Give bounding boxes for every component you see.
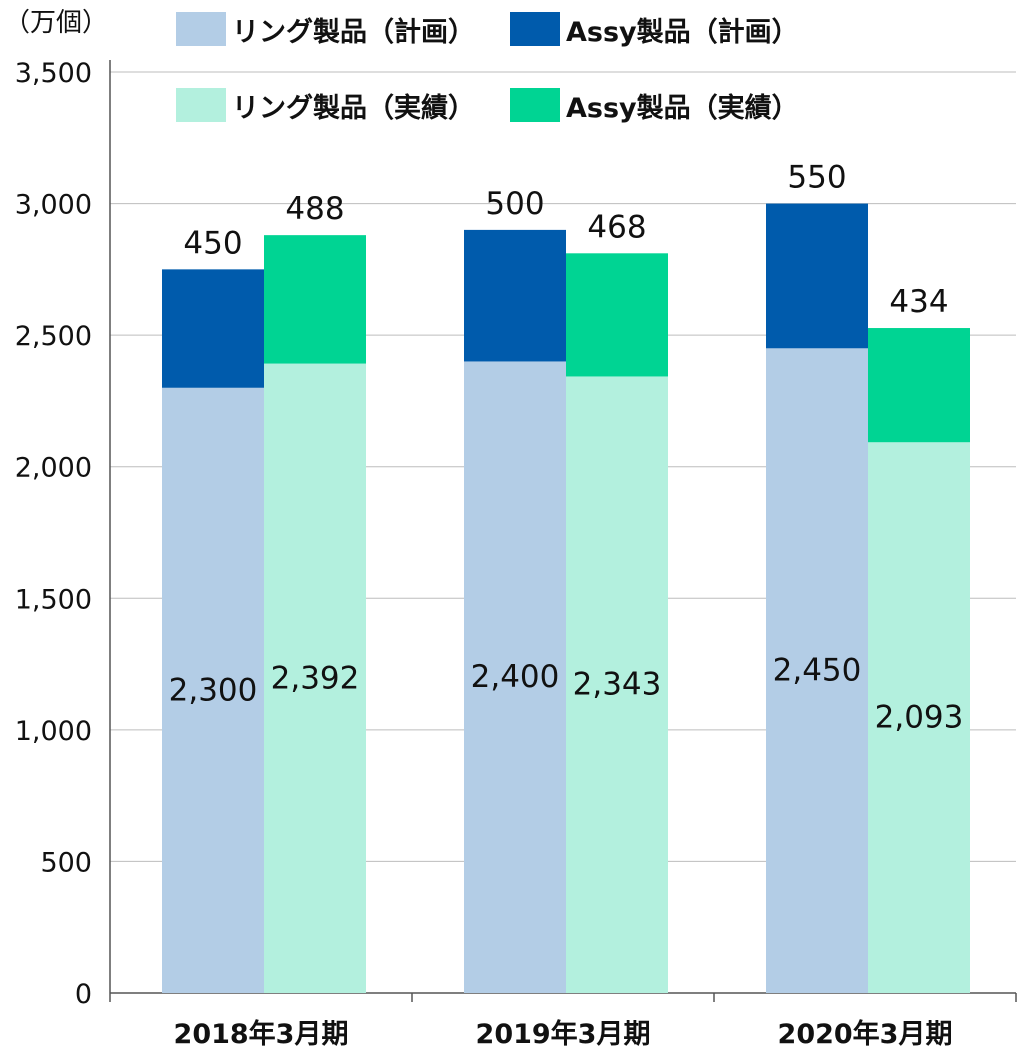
bar-segment-actual-assy: [566, 253, 668, 377]
legend-label-ring-actual: リング製品（実績）: [232, 92, 475, 124]
data-label: 2,450: [773, 653, 862, 689]
y-tick-label: 2,500: [15, 321, 92, 352]
data-label: 2,400: [471, 659, 560, 695]
data-label: 434: [889, 284, 948, 320]
y-tick-label: 500: [40, 847, 92, 878]
legend-label-ring-plan: リング製品（計画）: [232, 16, 475, 48]
data-label: 2,343: [573, 667, 662, 703]
legend-item-ring-actual: リング製品（実績）: [176, 88, 475, 124]
bar-segment-actual-ring: [264, 363, 366, 994]
bar-segment-actual-assy: [868, 328, 970, 443]
bar-segment-plan-assy: [162, 269, 264, 388]
bar-segment-actual-ring: [868, 442, 970, 993]
x-category-label: 2020年3月期: [778, 1018, 953, 1050]
bar-segment-actual-ring: [566, 376, 668, 993]
y-axis-unit-label: （万個）: [4, 8, 109, 38]
y-tick-label: 2,000: [15, 453, 92, 484]
x-category-label: 2019年3月期: [476, 1018, 651, 1050]
legend-swatch-ring-actual: [176, 88, 226, 122]
y-tick-label: 0: [75, 979, 92, 1010]
data-label: 2,392: [271, 660, 360, 696]
x-category-label: 2018年3月期: [174, 1018, 349, 1050]
bar-segment-plan-assy: [766, 203, 868, 349]
legend-item-ring-plan: リング製品（計画）: [176, 12, 475, 48]
data-label: 2,093: [875, 700, 964, 736]
y-tick-label: 1,500: [15, 584, 92, 615]
bar-segment-plan-ring: [162, 387, 264, 993]
data-label: 468: [587, 209, 646, 245]
legend-swatch-ring-plan: [176, 12, 226, 46]
data-label: 500: [485, 186, 544, 222]
data-label: 488: [285, 191, 344, 227]
y-tick-label: 1,000: [15, 716, 92, 747]
data-label: 450: [183, 225, 242, 261]
bar-segment-plan-ring: [464, 361, 566, 993]
bar-segment-plan-assy: [464, 229, 566, 362]
legend-label-assy-actual: Assy製品（実績）: [566, 92, 799, 124]
legend-swatch-assy-actual: [510, 88, 560, 122]
legend-label-assy-plan: Assy製品（計画）: [566, 16, 799, 48]
data-label: 2,300: [169, 672, 258, 708]
y-tick-label: 3,000: [15, 190, 92, 221]
y-tick-label: 3,500: [15, 58, 92, 89]
legend-swatch-assy-plan: [510, 12, 560, 46]
data-label: 550: [787, 160, 846, 196]
bar-segment-plan-ring: [766, 348, 868, 993]
legend-item-assy-plan: Assy製品（計画）: [510, 12, 799, 48]
bar-segment-actual-assy: [264, 235, 366, 364]
legend-item-assy-actual: Assy製品（実績）: [510, 88, 799, 124]
